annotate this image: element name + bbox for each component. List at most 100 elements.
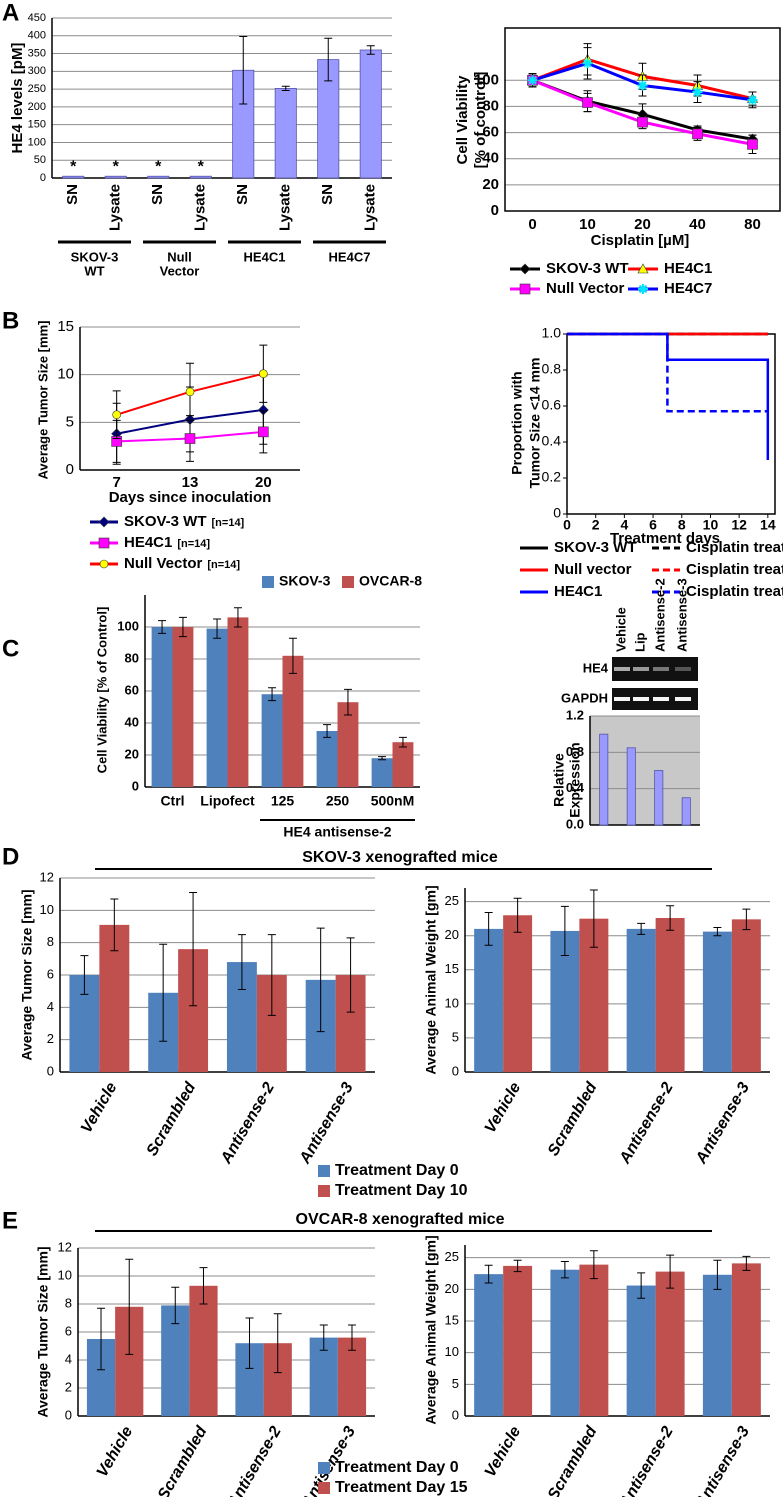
bar bbox=[731, 919, 761, 1072]
bar bbox=[147, 175, 170, 179]
x-tick-label: Scrambled bbox=[155, 1423, 211, 1497]
x-tick-label: Antisense-2 bbox=[616, 1080, 677, 1168]
error-bar bbox=[178, 616, 187, 638]
error-bar bbox=[97, 1307, 106, 1371]
legend-note: [n=14] bbox=[212, 517, 245, 529]
marker bbox=[112, 410, 121, 420]
legend-label: HE4C7 bbox=[664, 280, 712, 297]
group-label: Vector bbox=[160, 263, 200, 278]
y-tick-label: 40 bbox=[482, 150, 499, 167]
y-tick-label: 10 bbox=[40, 902, 54, 917]
x-tick-label: Ctrl bbox=[160, 793, 184, 809]
line bbox=[567, 332, 768, 413]
x-tick-label: 8 bbox=[678, 517, 686, 533]
panel-label: C bbox=[2, 635, 19, 662]
error-bar bbox=[245, 1317, 254, 1369]
bar bbox=[731, 1263, 761, 1416]
x-tick-label: 4 bbox=[620, 517, 628, 533]
bar bbox=[503, 1265, 533, 1416]
error-bar bbox=[288, 637, 297, 674]
error-bar bbox=[378, 756, 387, 761]
error-bar bbox=[742, 908, 751, 931]
legend-label: SKOV-3 bbox=[279, 573, 331, 589]
marker bbox=[747, 94, 758, 105]
x-tick-label: 20 bbox=[255, 474, 272, 491]
y-tick-label: 15 bbox=[445, 1312, 459, 1327]
y-tick-label: 20 bbox=[482, 176, 499, 193]
y-tick-label: 12 bbox=[40, 869, 54, 884]
x-tick-label: Vehicle bbox=[78, 1080, 121, 1137]
error-bar bbox=[80, 955, 89, 995]
y-tick-label: 10 bbox=[57, 366, 74, 383]
marker bbox=[527, 75, 538, 86]
y-tick-label: 20 bbox=[445, 927, 459, 942]
error-bar bbox=[366, 45, 375, 55]
y-tick-label: 100 bbox=[117, 618, 139, 633]
legend-swatch bbox=[342, 576, 354, 588]
bar bbox=[626, 747, 636, 826]
marker bbox=[98, 516, 110, 528]
plot-frame bbox=[566, 333, 776, 515]
bar bbox=[654, 770, 664, 826]
y-tick-label: 20 bbox=[125, 746, 139, 761]
legend-label: Null Vector bbox=[546, 280, 625, 297]
x-tick-label: Vehicle bbox=[482, 1424, 525, 1481]
y-tick-label: 0.8 bbox=[566, 744, 584, 759]
error-bar bbox=[189, 892, 198, 1007]
y-tick-label: 6 bbox=[65, 1323, 72, 1338]
marker bbox=[258, 426, 269, 438]
x-tick-label: 250 bbox=[326, 793, 350, 809]
bar bbox=[626, 928, 656, 1072]
y-tick-label: 300 bbox=[28, 65, 46, 77]
y-tick-label: 10 bbox=[445, 1344, 459, 1359]
bar bbox=[702, 1274, 732, 1416]
error-bar bbox=[324, 37, 333, 82]
legend-label: Treatment Day 10 bbox=[335, 1182, 468, 1199]
y-axis-label: Tumor Size <14 mm bbox=[527, 358, 543, 489]
gel-band bbox=[653, 667, 669, 671]
y-tick-label: 100 bbox=[474, 71, 499, 88]
x-tick-label: 80 bbox=[744, 216, 761, 233]
y-tick-label: 2 bbox=[47, 1031, 54, 1046]
y-tick-label: 2 bbox=[65, 1379, 72, 1394]
y-tick-label: 0 bbox=[47, 1063, 54, 1078]
legend-swatch bbox=[262, 576, 274, 588]
x-tick-label: Antisense-3 bbox=[296, 1080, 357, 1168]
x-tick-label: 10 bbox=[579, 216, 596, 233]
y-tick-label: 10 bbox=[58, 1267, 72, 1282]
y-tick-label: 0.0 bbox=[566, 816, 584, 831]
y-tick-label: 80 bbox=[482, 97, 499, 114]
y-tick-label: 60 bbox=[125, 682, 139, 697]
error-bar bbox=[319, 1324, 328, 1351]
y-tick-label: 0 bbox=[40, 172, 46, 184]
marker bbox=[692, 87, 703, 98]
gel-band bbox=[614, 697, 630, 701]
error-bar bbox=[159, 943, 168, 1042]
x-tick-label: Lysate bbox=[277, 184, 294, 231]
gel-band bbox=[653, 697, 669, 701]
y-axis-label: Average Tumor Size [mm] bbox=[35, 321, 50, 480]
legend-label: HE4C1 bbox=[124, 534, 172, 551]
gel-band bbox=[675, 697, 691, 701]
y-tick-label: 12 bbox=[58, 1239, 72, 1254]
x-tick-label: 7 bbox=[112, 474, 120, 491]
error-bar bbox=[484, 912, 493, 946]
bar bbox=[261, 694, 283, 787]
gel-band bbox=[633, 697, 649, 701]
panel-label: D bbox=[2, 843, 19, 870]
error-bar bbox=[125, 1258, 134, 1355]
bar bbox=[655, 1271, 685, 1416]
y-tick-label: 0 bbox=[65, 1407, 72, 1422]
annotation: * bbox=[155, 158, 162, 175]
error-bar bbox=[316, 927, 325, 1033]
legend-label: Cisplatin treated bbox=[686, 561, 783, 578]
error-bar bbox=[233, 607, 242, 628]
group-label: HE4 antisense-2 bbox=[283, 824, 391, 840]
panel-label: B bbox=[2, 307, 19, 334]
y-tick-label: 1.0 bbox=[542, 325, 562, 341]
bar bbox=[151, 627, 173, 787]
error-bar bbox=[171, 1286, 180, 1325]
legend-label: SKOV-3 WT bbox=[124, 513, 207, 530]
bar bbox=[474, 928, 504, 1072]
